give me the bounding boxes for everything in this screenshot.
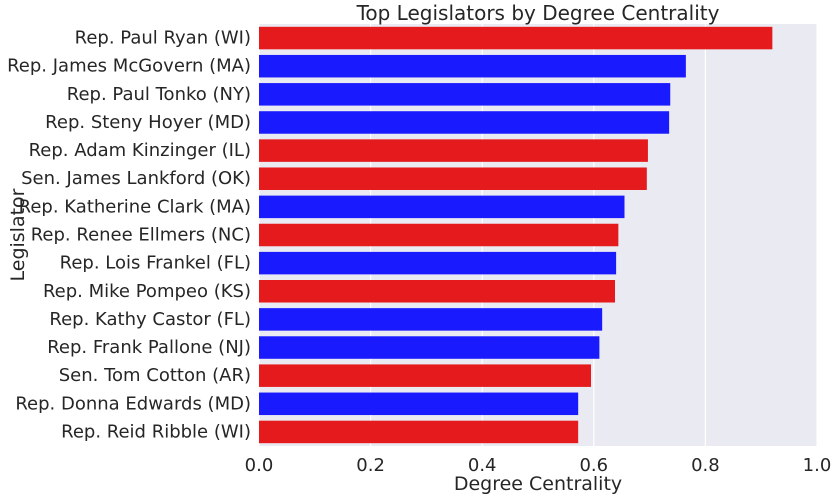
y-tick-label: Rep. Paul Tonko (NY)	[67, 84, 251, 105]
x-tick-label: 1.0	[803, 455, 832, 476]
bar	[259, 83, 671, 106]
x-tick-label: 0.0	[245, 455, 274, 476]
y-tick-labels: Rep. Paul Ryan (WI) Rep. James McGovern (…	[7, 28, 251, 443]
y-tick-label: Sen. Tom Cotton (AR)	[59, 365, 251, 386]
x-tick-label: 0.4	[468, 455, 497, 476]
bar	[259, 251, 617, 275]
y-tick-label: Sen. James Lankford (OK)	[21, 168, 251, 189]
x-tick-label: 0.6	[579, 455, 608, 476]
y-tick-label: Rep. Mike Pompeo (KS)	[43, 281, 251, 302]
y-tick-label: Rep. Kathy Castor (FL)	[49, 309, 251, 330]
x-tick-labels: 0.0 0.2 0.4 0.6 0.8 1.0	[245, 455, 832, 476]
y-tick-label: Rep. Paul Ryan (WI)	[75, 28, 251, 49]
bar	[259, 26, 773, 50]
bar	[259, 336, 600, 359]
y-tick-label: Rep. Katherine Clark (MA)	[19, 196, 251, 217]
y-axis-label: Legislator	[7, 188, 29, 281]
chart-title: Top Legislators by Degree Centrality	[356, 1, 720, 25]
y-tick-label: Rep. Lois Frankel (FL)	[60, 253, 251, 274]
bar	[259, 195, 625, 219]
bar	[259, 139, 648, 162]
bar	[259, 392, 579, 416]
bar	[259, 364, 592, 387]
bar	[259, 111, 670, 134]
y-tick-label: Rep. Reid Ribble (WI)	[61, 421, 251, 442]
y-tick-label: Rep. Adam Kinzinger (IL)	[29, 140, 251, 161]
y-tick-label: Rep. Donna Edwards (MD)	[15, 393, 251, 414]
bar	[259, 308, 603, 331]
y-tick-label: Rep. Renee Ellmers (NC)	[31, 225, 251, 246]
bar	[259, 223, 619, 247]
bar	[259, 280, 616, 303]
x-tick-label: 0.2	[356, 455, 385, 476]
bar	[259, 54, 686, 78]
bar	[259, 167, 647, 190]
y-tick-label: Rep. Frank Pallone (NJ)	[47, 337, 251, 358]
x-axis-label: Degree Centrality	[454, 473, 622, 495]
y-tick-label: Rep. Steny Hoyer (MD)	[45, 112, 251, 133]
y-tick-label: Rep. James McGovern (MA)	[7, 56, 251, 77]
bar	[259, 420, 579, 444]
x-tick-label: 0.8	[691, 455, 720, 476]
bars	[259, 26, 773, 444]
